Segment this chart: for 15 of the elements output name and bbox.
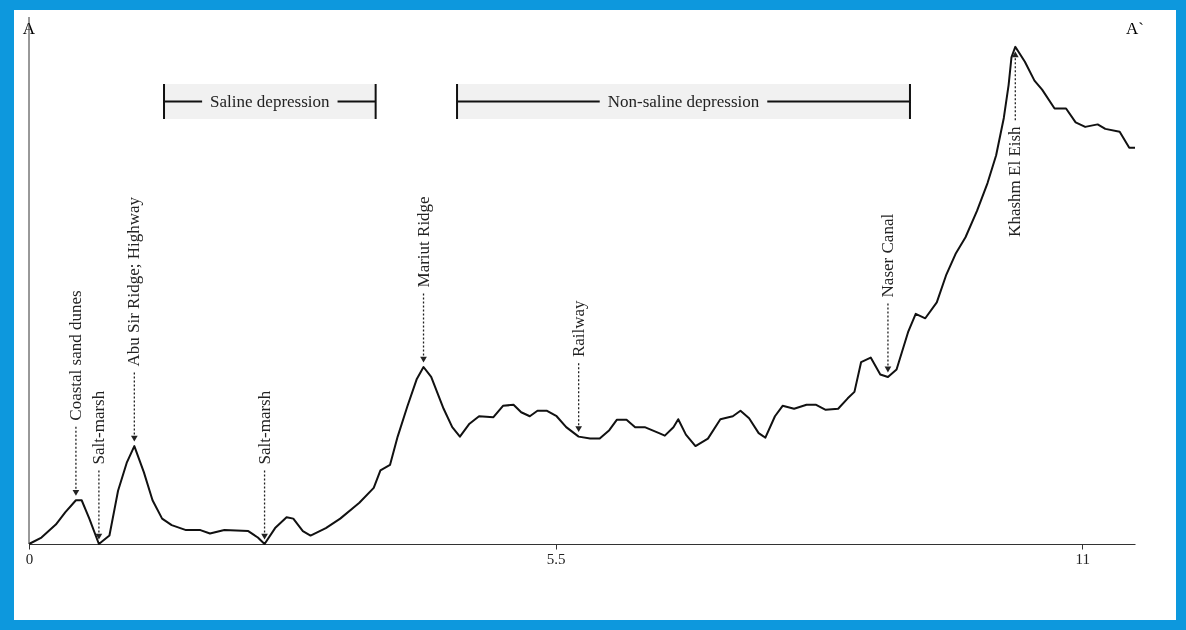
annotation: Abu Sir Ridge; Highway: [124, 196, 144, 367]
annotation: Salt-marsh: [254, 390, 274, 465]
text: A`: [1126, 19, 1144, 38]
text: A: [22, 19, 36, 38]
annotation: Naser Canal: [877, 213, 897, 298]
annotation: Khashm El Eish: [1005, 125, 1025, 237]
x-tick-label: 0: [25, 550, 34, 567]
x-tick-label: 5.5: [546, 550, 566, 567]
band-label: Non-saline depression: [607, 91, 760, 111]
annotation: Salt-marsh: [88, 390, 108, 465]
x-tick-label: 11: [1075, 550, 1091, 567]
annotation: Coastal sand dunes: [65, 290, 85, 421]
band-label: Saline depression: [210, 91, 331, 111]
annotation: Mariut Ridge: [413, 196, 433, 288]
annotation: Railway: [568, 299, 588, 358]
